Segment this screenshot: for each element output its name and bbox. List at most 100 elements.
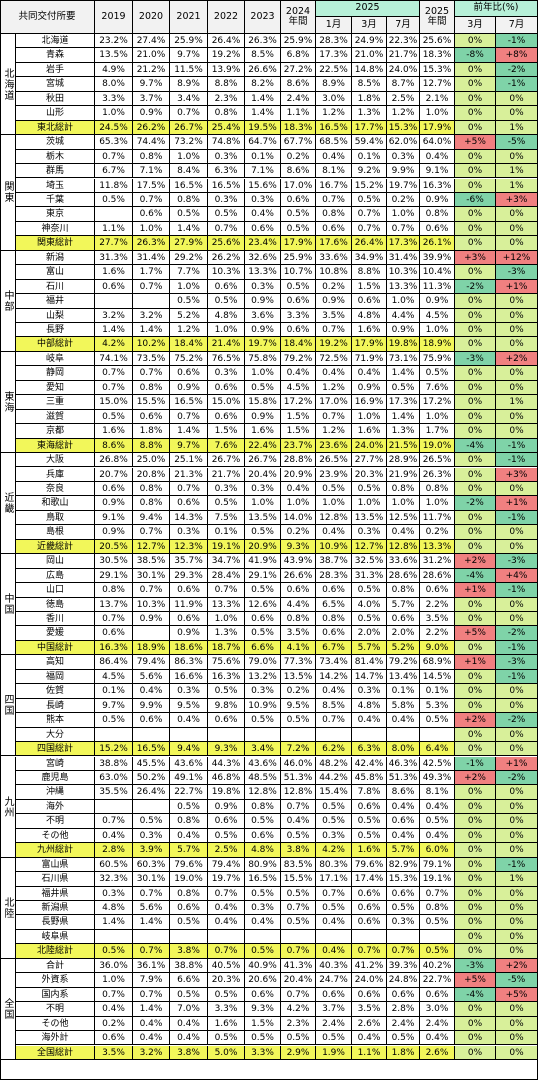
value-cell[interactable]: 15.0% bbox=[208, 395, 245, 410]
change-cell[interactable]: -1% bbox=[496, 640, 538, 656]
value-cell[interactable]: 26.5% bbox=[420, 453, 455, 468]
value-cell[interactable]: 0.7% bbox=[316, 409, 352, 425]
value-cell[interactable]: 17.3% bbox=[316, 48, 352, 63]
value-cell[interactable]: 0.7% bbox=[170, 481, 208, 497]
value-cell[interactable]: 8.0% bbox=[95, 77, 133, 92]
value-cell[interactable]: 9.7% bbox=[170, 438, 208, 454]
value-cell[interactable]: 0.3% bbox=[352, 525, 387, 540]
value-cell[interactable]: 21.7% bbox=[387, 48, 420, 63]
value-cell[interactable] bbox=[316, 929, 352, 945]
change-cell[interactable]: -2% bbox=[496, 713, 538, 728]
change-cell[interactable]: -4% bbox=[455, 438, 496, 454]
value-cell[interactable]: 42.5% bbox=[420, 756, 455, 771]
value-cell[interactable]: 32.6% bbox=[245, 250, 281, 266]
value-cell[interactable]: 25.1% bbox=[170, 453, 208, 468]
value-cell[interactable]: 1.0% bbox=[352, 496, 387, 511]
change-cell[interactable]: -2% bbox=[496, 62, 538, 78]
value-cell[interactable]: 13.5% bbox=[245, 510, 281, 526]
value-cell[interactable]: 17.9% bbox=[281, 236, 316, 251]
value-cell[interactable]: 0.7% bbox=[387, 944, 420, 959]
value-cell[interactable]: 32.5% bbox=[352, 554, 387, 569]
value-cell[interactable]: 7.1% bbox=[133, 164, 170, 179]
value-cell[interactable]: 0.4% bbox=[387, 525, 420, 540]
value-cell[interactable] bbox=[245, 727, 281, 743]
row-name[interactable]: 高知 bbox=[16, 655, 95, 670]
value-cell[interactable]: 20.7% bbox=[95, 467, 133, 482]
change-cell[interactable]: -3% bbox=[496, 265, 538, 280]
change-cell[interactable]: -2% bbox=[496, 770, 538, 786]
value-cell[interactable]: 86.4% bbox=[95, 655, 133, 670]
value-cell[interactable]: 48.2% bbox=[316, 756, 352, 771]
value-cell[interactable]: 0.6% bbox=[95, 626, 133, 641]
value-cell[interactable]: 0.5% bbox=[170, 207, 208, 222]
change-cell[interactable]: 0% bbox=[496, 597, 538, 612]
value-cell[interactable]: 10.7% bbox=[281, 265, 316, 280]
value-cell[interactable]: 26.2% bbox=[208, 250, 245, 266]
row-name[interactable]: 鳥取 bbox=[16, 510, 95, 526]
value-cell[interactable]: 2.9% bbox=[281, 1045, 316, 1060]
value-cell[interactable]: 74.1% bbox=[95, 351, 133, 367]
value-cell[interactable]: 0.4% bbox=[420, 799, 455, 815]
value-cell[interactable]: 0.6% bbox=[387, 612, 420, 627]
value-cell[interactable]: 19.1% bbox=[420, 872, 455, 887]
value-cell[interactable]: 5.7% bbox=[387, 597, 420, 612]
value-cell[interactable]: 10.3% bbox=[208, 265, 245, 280]
value-cell[interactable]: 3.5% bbox=[281, 626, 316, 641]
row-name[interactable]: 岡山 bbox=[16, 554, 95, 569]
change-cell[interactable]: 1% bbox=[496, 120, 538, 136]
value-cell[interactable]: 0.9% bbox=[245, 294, 281, 309]
value-cell[interactable]: 1.8% bbox=[387, 1045, 420, 1060]
value-cell[interactable]: 12.7% bbox=[352, 539, 387, 555]
value-cell[interactable]: 15.4% bbox=[316, 785, 352, 800]
value-cell[interactable]: 1.3% bbox=[208, 626, 245, 641]
value-cell[interactable]: 16.9% bbox=[352, 395, 387, 410]
value-cell[interactable] bbox=[95, 929, 133, 945]
value-cell[interactable]: 21.0% bbox=[133, 48, 170, 63]
value-cell[interactable]: 0.5% bbox=[170, 915, 208, 930]
value-cell[interactable]: 5.6% bbox=[133, 901, 170, 916]
value-cell[interactable]: 0.9% bbox=[133, 612, 170, 627]
value-cell[interactable]: 0.5% bbox=[420, 915, 455, 930]
value-cell[interactable]: 1.4% bbox=[95, 915, 133, 930]
change-cell[interactable]: 0% bbox=[455, 467, 496, 482]
subtotal-row-name[interactable]: 北陸総計 bbox=[16, 944, 95, 959]
change-cell[interactable]: -3% bbox=[496, 655, 538, 670]
value-cell[interactable]: 0.5% bbox=[316, 814, 352, 829]
value-cell[interactable]: 30.1% bbox=[133, 872, 170, 887]
value-cell[interactable]: 1.4% bbox=[133, 915, 170, 930]
value-cell[interactable] bbox=[281, 929, 316, 945]
value-cell[interactable]: 7.0% bbox=[170, 1002, 208, 1017]
row-name[interactable]: 埼玉 bbox=[16, 178, 95, 193]
row-name[interactable]: 茨城 bbox=[16, 135, 95, 150]
change-cell[interactable]: 0% bbox=[496, 323, 538, 338]
value-cell[interactable] bbox=[133, 799, 170, 815]
value-cell[interactable]: 10.9% bbox=[316, 539, 352, 555]
value-cell[interactable] bbox=[133, 294, 170, 309]
value-cell[interactable]: 1.3% bbox=[387, 424, 420, 439]
subtotal-row-name[interactable]: 九州総計 bbox=[16, 843, 95, 858]
value-cell[interactable]: 80.3% bbox=[316, 857, 352, 873]
change-cell[interactable]: 0% bbox=[496, 221, 538, 237]
change-cell[interactable]: +12% bbox=[496, 250, 538, 266]
value-cell[interactable]: 1.4% bbox=[170, 424, 208, 439]
change-cell[interactable]: 0% bbox=[496, 409, 538, 425]
value-cell[interactable]: 1.8% bbox=[352, 91, 387, 107]
header-year[interactable]: 2019 bbox=[95, 0, 133, 34]
change-cell[interactable]: 0% bbox=[496, 901, 538, 916]
value-cell[interactable]: 28.3% bbox=[316, 34, 352, 49]
value-cell[interactable]: 17.9% bbox=[420, 120, 455, 136]
change-cell[interactable]: 0% bbox=[455, 149, 496, 165]
subtotal-row-name[interactable]: 東海総計 bbox=[16, 438, 95, 454]
row-name[interactable]: 東京 bbox=[16, 207, 95, 222]
row-name[interactable]: その他 bbox=[16, 1016, 95, 1032]
value-cell[interactable]: 0.6% bbox=[245, 612, 281, 627]
value-cell[interactable]: 74.4% bbox=[133, 135, 170, 150]
value-cell[interactable]: 11.9% bbox=[170, 597, 208, 612]
change-cell[interactable]: 0% bbox=[496, 828, 538, 844]
value-cell[interactable]: 36.1% bbox=[133, 958, 170, 974]
value-cell[interactable]: 81.4% bbox=[352, 655, 387, 670]
value-cell[interactable]: 72.5% bbox=[316, 351, 352, 367]
value-cell[interactable]: 0.7% bbox=[170, 409, 208, 425]
change-cell[interactable]: 0% bbox=[455, 323, 496, 338]
value-cell[interactable]: 0.3% bbox=[95, 886, 133, 901]
